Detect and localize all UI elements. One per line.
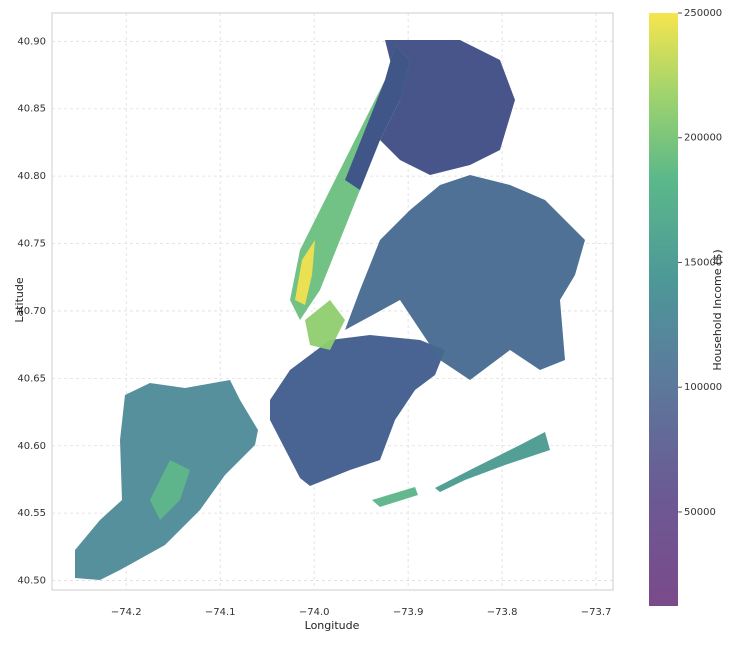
y-tick-label: 40.50 <box>17 576 46 587</box>
x-tick-label: −74.2 <box>111 607 142 618</box>
x-tick-label: −73.9 <box>393 607 424 618</box>
colorbar-tick-label: 200000 <box>684 133 722 144</box>
x-tick-label: −74.1 <box>205 607 236 618</box>
colorbar-tick-label: 150000 <box>684 257 722 268</box>
colorbar-tick-label: 50000 <box>684 507 716 518</box>
colorbar <box>649 13 678 606</box>
x-tick-label: −73.7 <box>581 607 612 618</box>
y-tick-label: 40.80 <box>17 171 46 182</box>
axes: −74.2 −74.1 −74.0 −73.9 −73.8 −73.7 40.50 40.55… <box>17 36 611 618</box>
queens <box>345 175 585 380</box>
y-axis-label: Latitude <box>13 277 26 323</box>
island <box>372 487 418 507</box>
manhattan-patch <box>295 240 315 305</box>
map <box>75 40 585 580</box>
y-tick-label: 40.70 <box>17 306 46 317</box>
y-tick-label: 40.55 <box>17 508 46 519</box>
rockaway <box>435 432 550 492</box>
y-tick-label: 40.60 <box>17 441 46 452</box>
colorbar-label: Household Income ($) <box>711 249 724 370</box>
y-tick-label: 40.65 <box>17 373 46 384</box>
colorbar-tick-label: 100000 <box>684 382 722 393</box>
manhattan-north <box>345 45 410 190</box>
colorbar-tick-label: 250000 <box>684 8 722 19</box>
y-tick-label: 40.90 <box>17 36 46 47</box>
brooklyn <box>270 335 445 486</box>
y-tick-label: 40.85 <box>17 104 46 115</box>
x-axis-label: Longitude <box>305 619 360 632</box>
x-tick-label: −74.0 <box>299 607 330 618</box>
staten-island-patch <box>150 460 190 520</box>
downtown-brooklyn <box>305 300 345 350</box>
y-tick-label: 40.75 <box>17 239 46 250</box>
x-tick-label: −73.8 <box>487 607 518 618</box>
bronx <box>380 40 515 175</box>
